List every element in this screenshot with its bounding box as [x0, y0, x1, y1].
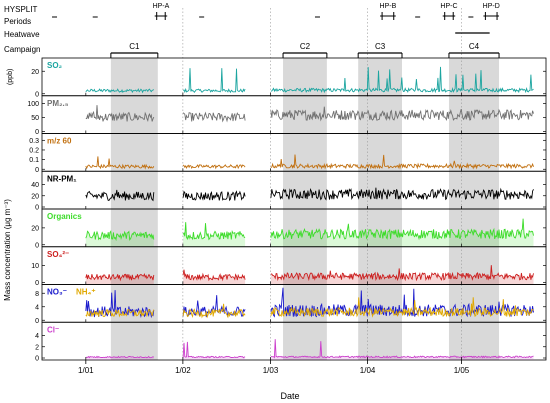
x-tick-label: 1/01	[78, 366, 94, 375]
campaign-label: C3	[375, 42, 386, 51]
y-axis-label: Mass concentration (μg m⁻³)	[3, 199, 12, 301]
panel-label: NO₃⁻	[47, 288, 67, 297]
hp-label: HP-D	[483, 3, 500, 10]
series-pm25	[85, 105, 534, 123]
y-tick-label: 20	[31, 69, 39, 76]
y-tick-label: 4	[35, 333, 39, 340]
panel-label-2: NH₄⁺	[76, 288, 96, 297]
x-tick-label: 1/04	[360, 366, 376, 375]
series-so4	[85, 265, 534, 282]
y-tick-label: 2	[35, 344, 39, 351]
panel-label: SO₄²⁻	[47, 250, 69, 259]
periods-label: Periods	[4, 17, 31, 26]
y-tick-label: 40	[31, 182, 39, 189]
series-no3-2	[85, 297, 534, 319]
y-tick-label: 10	[31, 263, 39, 270]
header-annotations: HYSPLIT Periods Heatwave Campaign	[4, 5, 40, 54]
panel-label: Cl⁻	[47, 325, 59, 334]
hp-label: HP-C	[440, 3, 457, 10]
y-tick-label: 0.2	[29, 147, 39, 154]
panel-cl: 0 2 4 Cl⁻	[35, 321, 547, 363]
x-tick-label: 1/05	[454, 366, 470, 375]
y-tick-label: 8	[35, 291, 39, 298]
panel-label: PM₂.₅	[47, 99, 69, 108]
y-tick-label: 100	[27, 101, 39, 108]
x-axis-label: Date	[280, 391, 299, 401]
panel-label: Organics	[47, 212, 82, 221]
series-cl	[85, 339, 534, 359]
series-org	[85, 218, 534, 242]
series-so4-fill	[85, 265, 534, 285]
series-cl-fill	[85, 339, 534, 360]
y-tick-label: 0	[35, 205, 39, 212]
hysplit-label: HYSPLIT	[4, 5, 37, 14]
panel-so4: 0 10 SO₄²⁻	[31, 246, 547, 287]
panel-frame	[41, 321, 547, 361]
y-tick-label: 20	[31, 193, 39, 200]
y-tick-label: 0.3	[29, 138, 39, 145]
y-tick-label: 0	[35, 91, 39, 98]
panel-no3: 0 4 8 NO₃⁻ NH₄⁺	[35, 284, 547, 325]
campaign-label: C1	[129, 42, 140, 51]
month-lines	[182, 8, 462, 360]
hp-label: HP-A	[153, 3, 170, 10]
x-tick-label: 1/02	[175, 366, 191, 375]
y-tick-label: 0	[35, 129, 39, 136]
panel-unit-label: (ppb)	[7, 69, 14, 85]
y-tick-label: 0.1	[29, 157, 39, 164]
y-tick-label: 4	[35, 304, 39, 311]
panel-label: SO₂	[47, 61, 63, 70]
y-tick-label: 50	[31, 115, 39, 122]
x-tick-label: 1/03	[263, 366, 279, 375]
header-marks: HP-A HP-B HP-C HP-D C1 C2 C3 C4	[52, 3, 500, 58]
y-tick-label: 0	[35, 167, 39, 174]
series-nrpm1	[85, 187, 534, 202]
hp-label: HP-B	[380, 3, 397, 10]
y-tick-label: 0	[35, 356, 39, 363]
y-tick-label: 20	[31, 225, 39, 232]
y-tick-label: 0	[35, 318, 39, 325]
y-tick-label: 0	[35, 242, 39, 249]
heatwave-label: Heatwave	[4, 30, 40, 39]
series-mz60	[85, 154, 534, 170]
y-tick-label: 0	[35, 280, 39, 287]
x-axis: 1/01 1/02 1/03 1/04 1/05	[78, 360, 470, 375]
panel-nrpm1: 0 20 40 NR-PM₁	[31, 170, 547, 212]
campaign-label: C2	[300, 42, 311, 51]
panel-label: NR-PM₁	[47, 174, 77, 183]
series-so2	[85, 66, 534, 94]
campaign-label: Campaign	[4, 45, 40, 54]
panel-label: m/z 60	[47, 137, 72, 146]
campaign-label: C4	[469, 42, 480, 51]
